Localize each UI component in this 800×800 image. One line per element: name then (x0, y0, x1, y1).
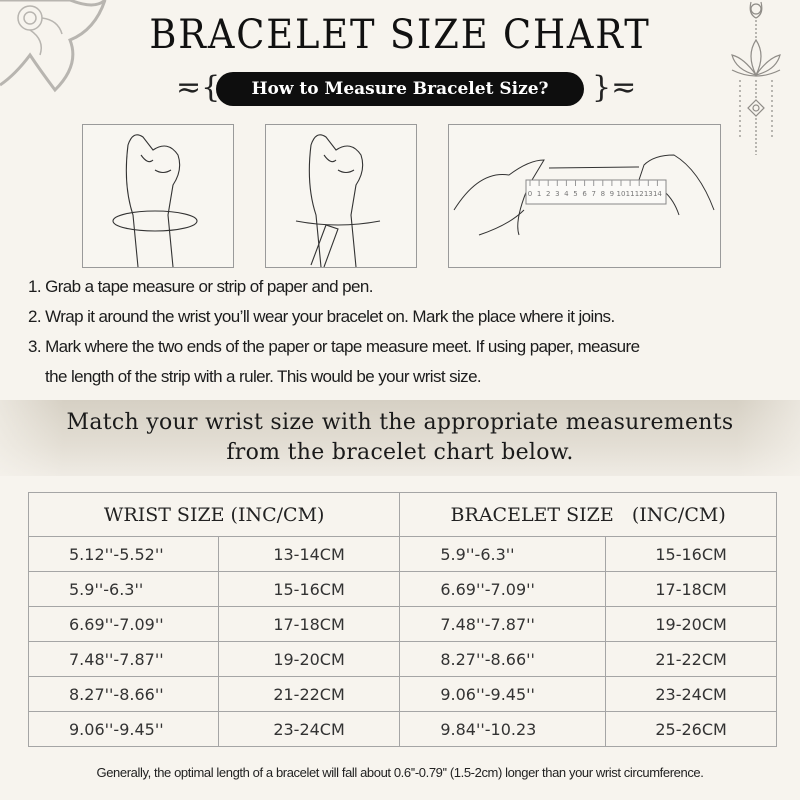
footnote: Generally, the optimal length of a brace… (96, 765, 704, 780)
wrist-cm-cell: 23-24CM (217, 711, 401, 747)
bracelet-cm-cell: 19-20CM (605, 606, 777, 642)
table-header-row: WRIST SIZE (INC/CM) BRACELET SIZE (INC/C… (27, 492, 777, 537)
hand-mark-icon (295, 134, 381, 268)
ruler-tick-label: 3 (555, 190, 559, 198)
instruction-step-3: 3. Mark where the two ends of the paper … (28, 337, 640, 356)
ruler-tick-label: 8 (601, 190, 605, 198)
wrist-inches-cell: 5.12''-5.52'' (28, 536, 219, 572)
lotus-ornament-icon (731, 1, 781, 155)
bracelet-inches-cell: 8.27''-8.66'' (399, 641, 607, 677)
ruler-hands-icon: 0 1 2 3 4 5 6 7 8 9 10 11 12 13 14 (453, 154, 715, 236)
table-row: 8.27''-8.66'' 21-22CM 9.06''-9.45'' 23-24CM (28, 676, 777, 712)
bracelet-inches-cell: 9.06''-9.45'' (399, 676, 607, 712)
wrist-inches-cell: 7.48''-7.87'' (28, 641, 219, 677)
wrist-cm-cell: 17-18CM (217, 606, 401, 642)
hand-wrap-icon (112, 134, 198, 268)
instruction-step-1: 1. Grab a tape measure or strip of paper… (28, 277, 373, 296)
bracelet-inches-cell: 6.69''-7.09'' (399, 571, 607, 607)
right-swirl-ornament-icon: }≂ (592, 70, 637, 105)
ruler-tick-label: 13 (644, 190, 653, 198)
instructions-list: 1. Grab a tape measure or strip of paper… (28, 272, 640, 392)
table-row: 6.69''-7.09'' 17-18CM 7.48''-7.87'' 19-20CM (28, 606, 777, 642)
ruler-tick-label: 12 (635, 190, 644, 198)
wrist-size-header: WRIST SIZE (INC/CM) (27, 492, 401, 537)
bracelet-inches-cell: 9.84''-10.23 (399, 711, 607, 747)
ruler-tick-label: 6 (582, 190, 587, 198)
ruler-tick-label: 1 (537, 190, 541, 198)
wrist-cm-cell: 19-20CM (217, 641, 401, 677)
how-to-measure-heading: How to Measure Bracelet Size? (216, 72, 584, 106)
table-row: 5.12''-5.52'' 13-14CM 5.9''-6.3'' 15-16CM (28, 536, 777, 572)
illustration-ruler-measure: 0 1 2 3 4 5 6 7 8 9 10 11 12 13 14 (448, 124, 721, 268)
bracelet-size-header: BRACELET SIZE (INC/CM) (399, 492, 777, 537)
ruler-tick-label: 11 (626, 190, 635, 198)
ruler-tick-label: 0 (528, 190, 532, 198)
wrist-inches-cell: 8.27''-8.66'' (28, 676, 219, 712)
wrist-inches-cell: 5.9''-6.3'' (28, 571, 219, 607)
wrist-cm-cell: 13-14CM (217, 536, 401, 572)
instruction-step-3-continued: the length of the strip with a ruler. Th… (45, 367, 482, 386)
wrist-inches-cell: 9.06''-9.45'' (28, 711, 219, 747)
size-chart-table: WRIST SIZE (INC/CM) BRACELET SIZE (INC/C… (27, 492, 777, 747)
illustration-mark-joint (265, 124, 417, 268)
table-row: 7.48''-7.87'' 19-20CM 8.27''-8.66'' 21-22CM (28, 641, 777, 677)
match-banner: Match your wrist size with the appropria… (0, 400, 800, 476)
bracelet-cm-cell: 25-26CM (605, 711, 777, 747)
wrist-cm-cell: 15-16CM (217, 571, 401, 607)
page-title: BRACELET SIZE CHART (149, 12, 651, 58)
ruler-tick-label: 14 (653, 190, 662, 198)
bracelet-inches-cell: 5.9''-6.3'' (399, 536, 607, 572)
ruler-tick-label: 7 (591, 190, 595, 198)
table-row: 9.06''-9.45'' 23-24CM 9.84''-10.23 25-26CM (28, 711, 777, 747)
table-row: 5.9''-6.3'' 15-16CM 6.69''-7.09'' 17-18CM (28, 571, 777, 607)
ruler-tick-label: 5 (573, 190, 577, 198)
bracelet-cm-cell: 21-22CM (605, 641, 777, 677)
banner-line-1: Match your wrist size with the appropria… (66, 410, 734, 435)
bracelet-cm-cell: 17-18CM (605, 571, 777, 607)
banner-line-2: from the bracelet chart below. (226, 440, 574, 465)
ruler-tick-label: 10 (617, 190, 626, 198)
left-swirl-ornament-icon: ≂{ (176, 70, 221, 105)
ruler-tick-label: 2 (546, 190, 550, 198)
ruler-tick-label: 9 (610, 190, 614, 198)
mandala-ornament-icon (0, 0, 107, 93)
instruction-step-2: 2. Wrap it around the wrist you’ll wear … (28, 307, 615, 326)
bracelet-inches-cell: 7.48''-7.87'' (399, 606, 607, 642)
wrist-cm-cell: 21-22CM (217, 676, 401, 712)
bracelet-cm-cell: 15-16CM (605, 536, 777, 572)
illustration-wrap-tape (82, 124, 234, 268)
wrist-inches-cell: 6.69''-7.09'' (28, 606, 219, 642)
bracelet-cm-cell: 23-24CM (605, 676, 777, 712)
ruler-tick-label: 4 (564, 190, 569, 198)
